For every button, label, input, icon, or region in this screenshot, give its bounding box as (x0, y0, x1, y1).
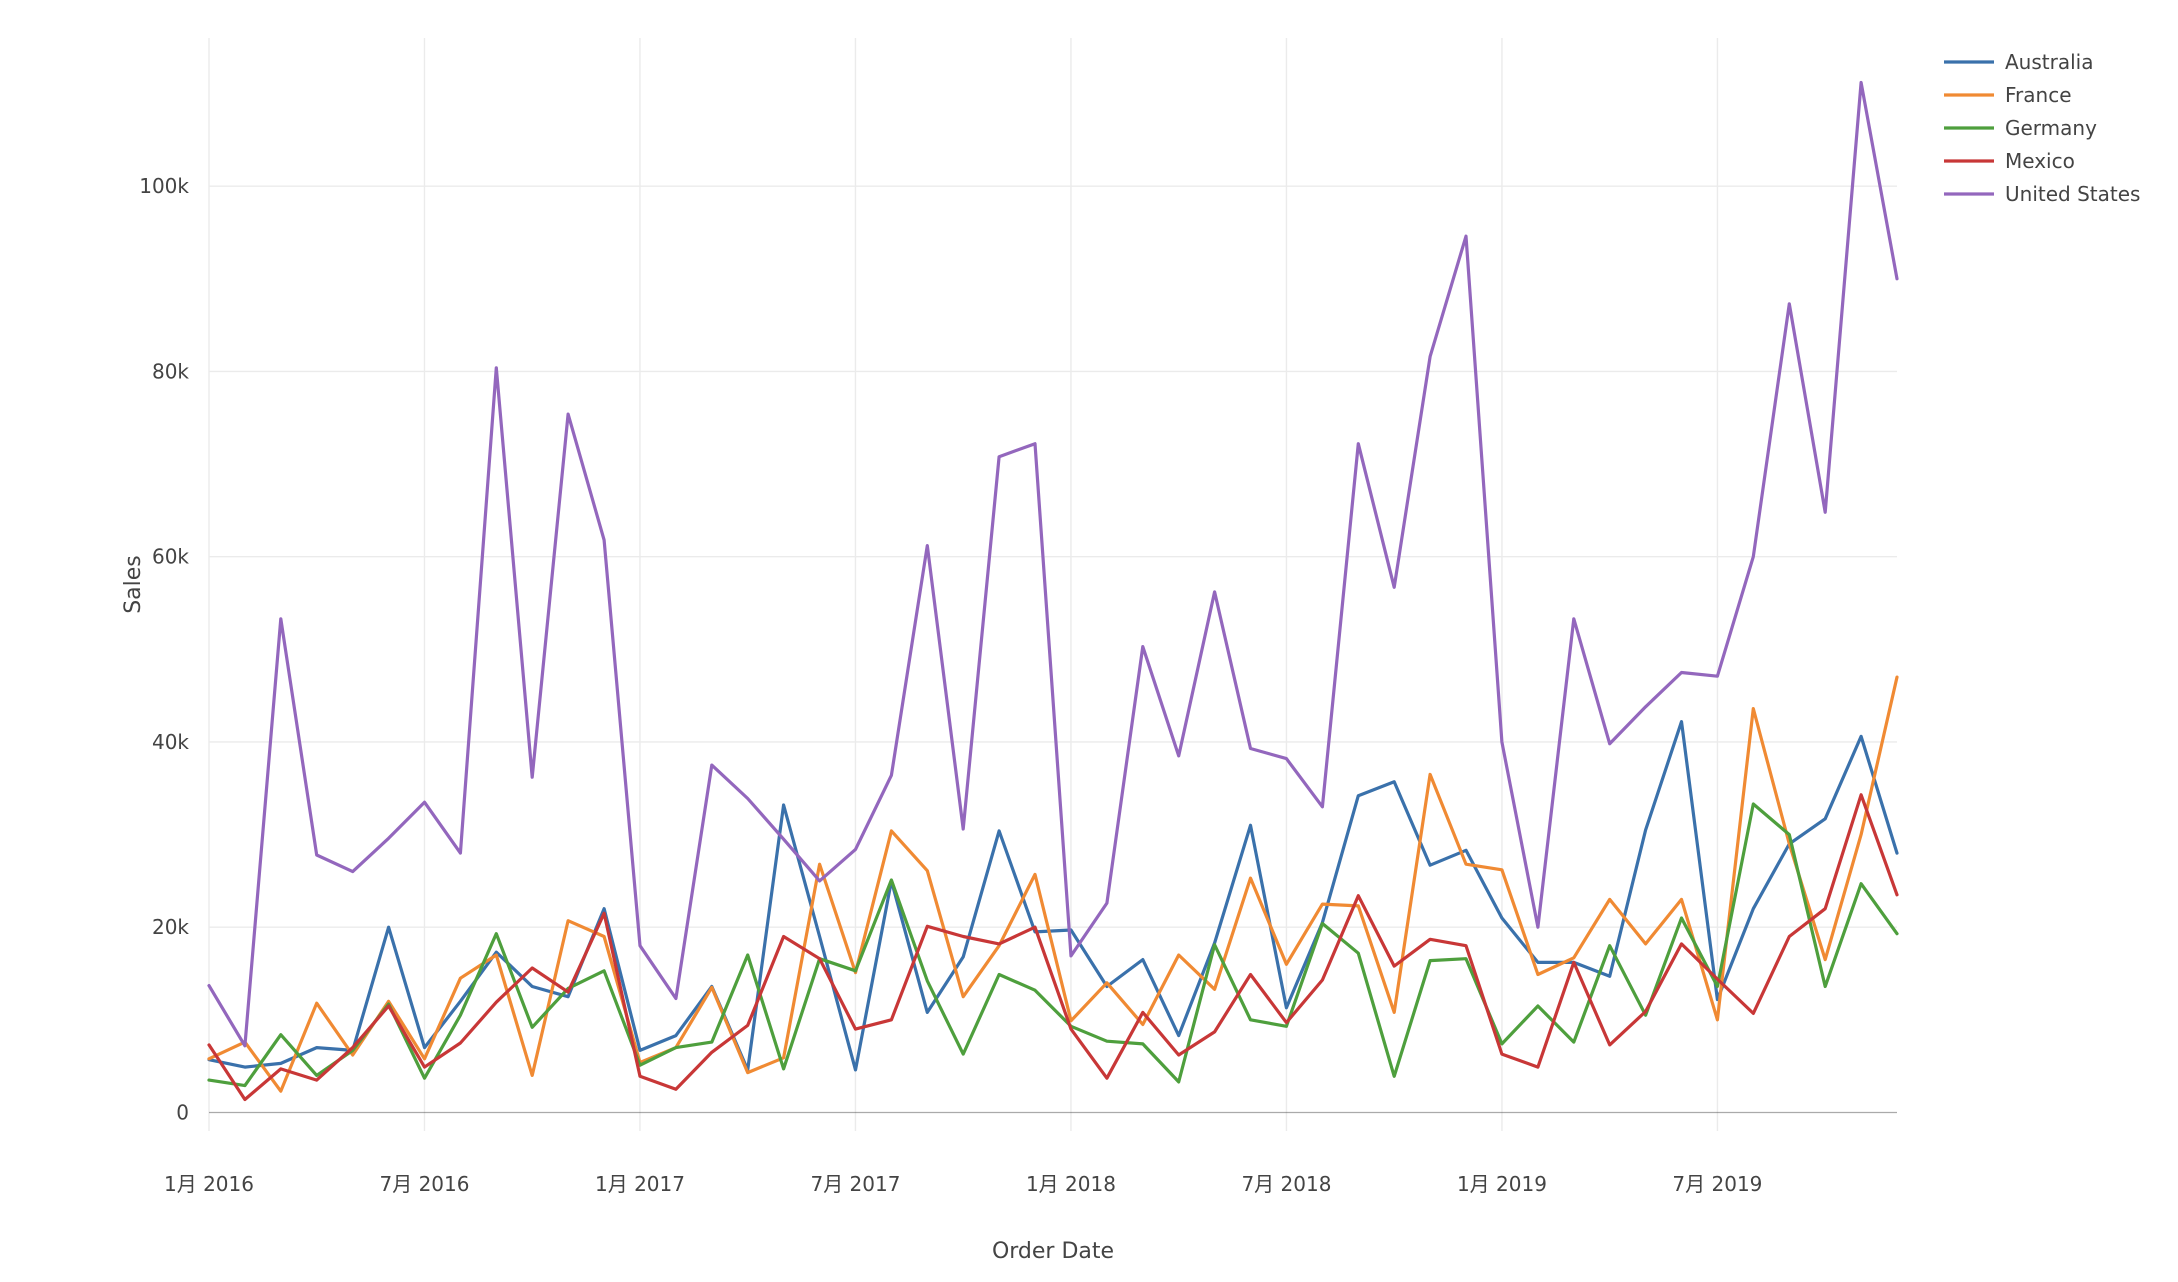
legend-label: Mexico (2005, 149, 2075, 173)
y-axis-ticks: 0 20k 40k 60k 80k 100k (139, 174, 189, 1124)
series-australia[interactable] (207, 719, 1899, 1072)
legend-item-france[interactable]: France (1944, 83, 2072, 107)
legend-item-australia[interactable]: Australia (1944, 50, 2093, 74)
legend-label: Australia (2005, 50, 2093, 74)
x-tick-label: 1月 2018 (1026, 1172, 1116, 1196)
x-tick-label: 1月 2017 (595, 1172, 685, 1196)
x-tick-label: 1月 2019 (1457, 1172, 1547, 1196)
legend[interactable]: Australia France Germany Mexico United State… (1944, 50, 2140, 206)
y-tick-label: 80k (152, 359, 189, 383)
x-axis-title: Order Date (992, 1239, 1114, 1264)
x-tick-label: 7月 2019 (1672, 1172, 1762, 1196)
legend-item-germany[interactable]: Germany (1944, 116, 2097, 140)
series-line[interactable] (207, 80, 1899, 1048)
y-tick-label: 40k (152, 730, 189, 754)
y-axis-title: Sales (121, 555, 146, 614)
series-line[interactable] (207, 675, 1899, 1093)
series-mexico[interactable] (207, 793, 1899, 1102)
y-tick-label: 100k (139, 174, 189, 198)
legend-item-mexico[interactable]: Mexico (1944, 149, 2075, 173)
x-tick-label: 7月 2018 (1241, 1172, 1331, 1196)
series-line[interactable] (207, 802, 1899, 1088)
y-tick-label: 60k (152, 545, 189, 569)
y-tick-label: 0 (176, 1100, 189, 1124)
x-tick-label: 7月 2017 (810, 1172, 900, 1196)
x-tick-label: 1月 2016 (164, 1172, 254, 1196)
legend-label: United States (2005, 182, 2140, 206)
series-line[interactable] (207, 793, 1899, 1102)
y-tick-label: 20k (152, 915, 189, 939)
x-tick-label: 7月 2016 (379, 1172, 469, 1196)
series-germany[interactable] (207, 802, 1899, 1088)
series-united-states[interactable] (207, 80, 1899, 1048)
series-line[interactable] (207, 719, 1899, 1072)
x-axis-ticks: 1月 2016 7月 2016 1月 2017 7月 2017 1月 2018 7月 20… (164, 1172, 1762, 1196)
legend-item-united-states[interactable]: United States (1944, 182, 2140, 206)
series-france[interactable] (207, 675, 1899, 1093)
legend-label: France (2005, 83, 2072, 107)
series-lines (207, 80, 1899, 1102)
gridlines (208, 38, 1897, 1131)
legend-label: Germany (2005, 116, 2097, 140)
